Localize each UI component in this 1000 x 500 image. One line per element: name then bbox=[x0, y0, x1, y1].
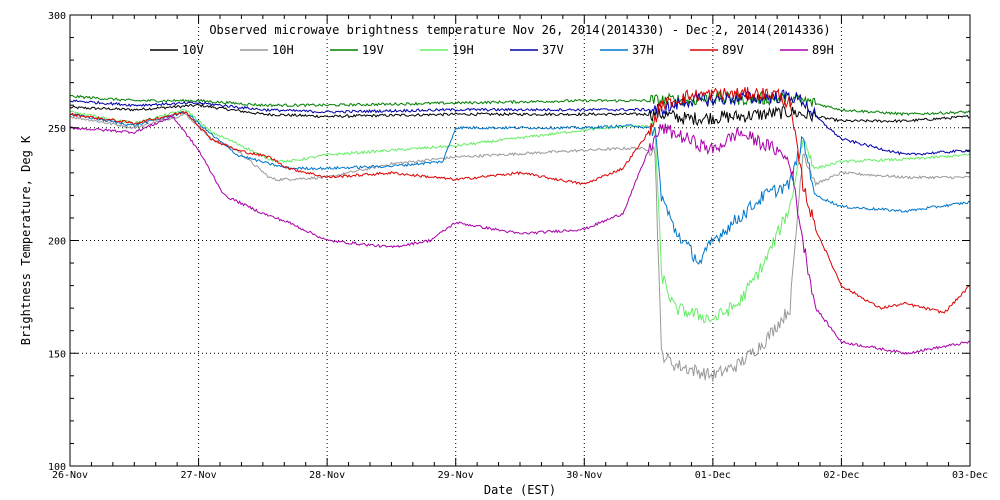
x-axis-label: Date (EST) bbox=[484, 483, 556, 497]
y-tick-label: 300 bbox=[48, 11, 66, 22]
series-layer bbox=[69, 87, 971, 382]
legend-label-37H: 37H bbox=[632, 43, 654, 57]
y-axis-label: Brightness Temperature, Deg K bbox=[19, 135, 33, 345]
x-tick-label: 26-Nov bbox=[52, 470, 88, 481]
series-line-37V bbox=[69, 89, 971, 156]
legend-label-19H: 19H bbox=[452, 43, 474, 57]
x-tick-label: 30-Nov bbox=[566, 470, 602, 481]
x-tick-label: 27-Nov bbox=[181, 470, 217, 481]
legend-label-10V: 10V bbox=[182, 43, 204, 57]
legend-label-89V: 89V bbox=[722, 43, 744, 57]
series-line-10V bbox=[69, 103, 971, 127]
tick-layer: 26-Nov 27-Nov 28-Nov 29-Nov 30-Nov 01-Dec 02-D… bbox=[48, 11, 988, 481]
legend-layer: 10V 10H 19V 19H 37V 37H 89V 89H bbox=[150, 43, 834, 57]
series-line-37H bbox=[69, 110, 971, 265]
y-tick-label: 100 bbox=[48, 462, 66, 473]
x-tick-label: 02-Dec bbox=[823, 470, 859, 481]
chart-title: Observed microwave brightness temperatur… bbox=[209, 23, 830, 37]
legend-label-89H: 89H bbox=[812, 43, 834, 57]
legend-label-37V: 37V bbox=[542, 43, 564, 57]
series-line-89H bbox=[69, 115, 971, 355]
series-line-19V bbox=[69, 90, 971, 117]
series-line-19H bbox=[69, 109, 971, 324]
legend-label-19V: 19V bbox=[362, 43, 384, 57]
series-line-89V bbox=[69, 87, 971, 314]
x-tick-label: 01-Dec bbox=[695, 470, 731, 481]
x-tick-label: 29-Nov bbox=[438, 470, 474, 481]
y-tick-label: 200 bbox=[48, 237, 66, 248]
y-tick-label: 150 bbox=[48, 349, 66, 360]
y-tick-label: 250 bbox=[48, 124, 66, 135]
legend-label-10H: 10H bbox=[272, 43, 294, 57]
x-tick-label: 28-Nov bbox=[309, 470, 345, 481]
x-tick-label: 03-Dec bbox=[952, 470, 988, 481]
